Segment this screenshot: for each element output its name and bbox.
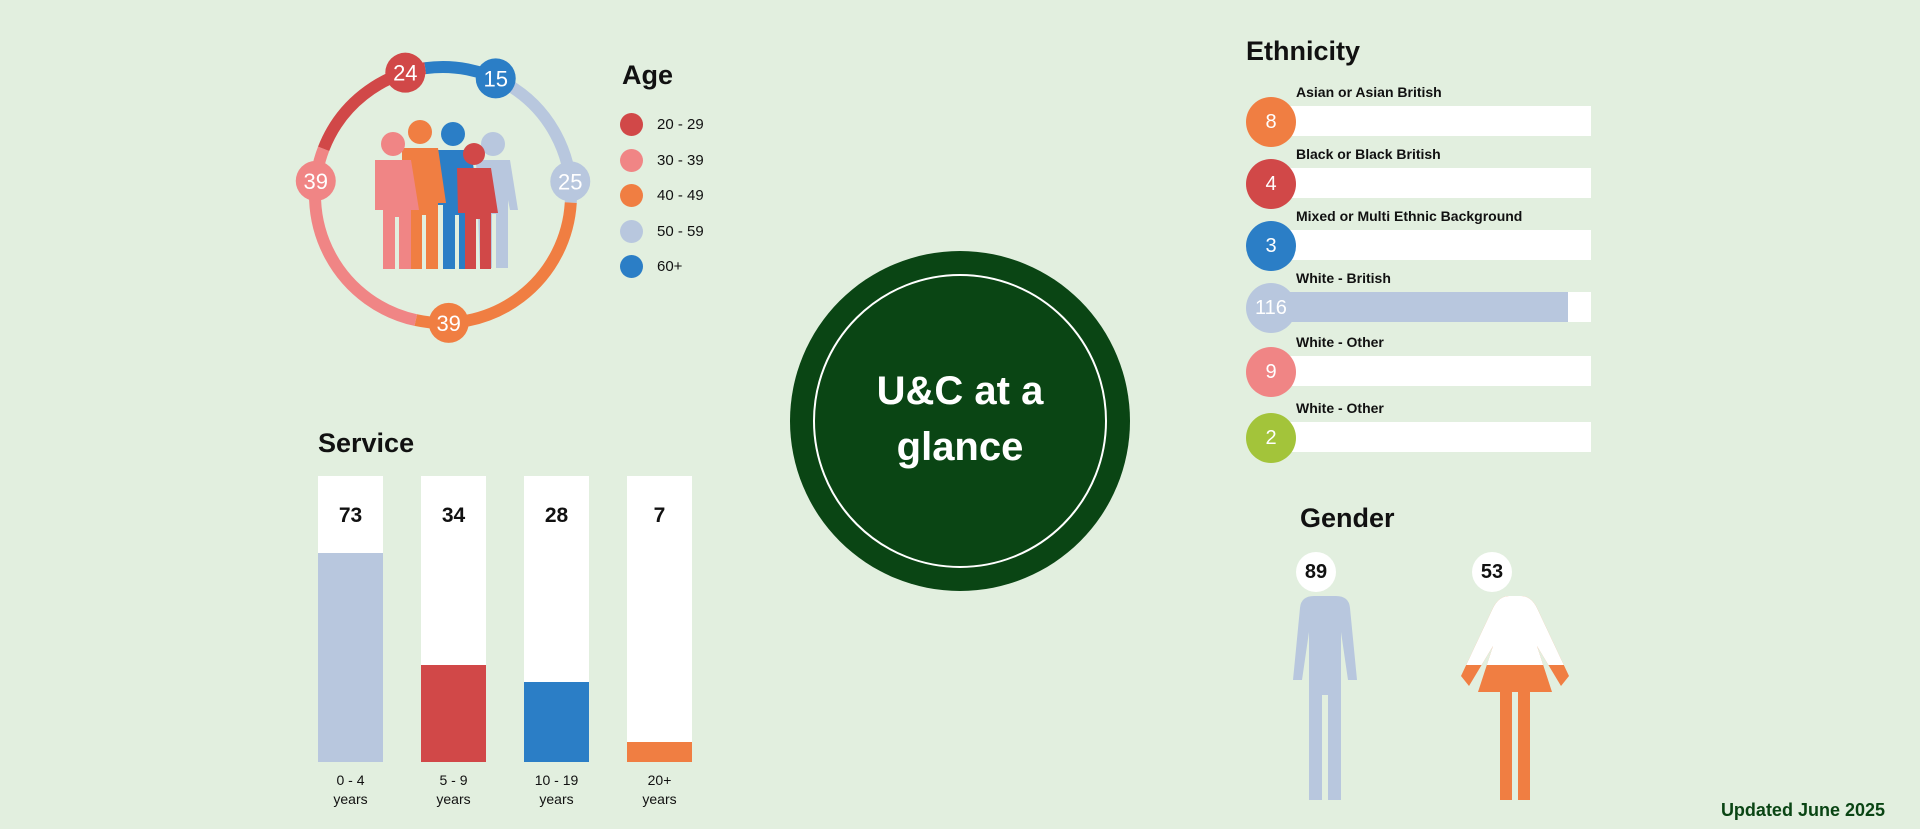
service-label-line: years bbox=[436, 791, 471, 807]
age-value-badge: 25 bbox=[550, 161, 591, 202]
ethnicity-bar-track bbox=[1266, 230, 1591, 260]
service-bar-value: 34 bbox=[441, 504, 466, 527]
service-bar-fill bbox=[421, 664, 486, 762]
ethnicity-label: Mixed or Multi Ethnic Background bbox=[1296, 208, 1523, 224]
center-title-line2: glance bbox=[896, 425, 1024, 469]
ethnicity-row: 9 White - Other bbox=[1246, 334, 1591, 397]
service-label-line: 5 - 9 bbox=[439, 772, 468, 788]
service-label-line: 20+ bbox=[647, 772, 672, 788]
people-group-icon bbox=[375, 120, 518, 269]
service-bar-fill bbox=[524, 681, 589, 762]
age-legend-label: 30 - 39 bbox=[657, 151, 704, 169]
service-bar-label: 10 - 19 years bbox=[514, 771, 599, 809]
svg-text:39: 39 bbox=[304, 169, 328, 194]
ethnicity-value-badge: 4 bbox=[1246, 159, 1296, 209]
ethnicity-label: White - Other bbox=[1296, 334, 1384, 350]
service-bar-value: 73 bbox=[338, 504, 363, 527]
age-value-badges: 15 25 39 39 24 bbox=[295, 52, 591, 343]
service-bar-label: 20+ years bbox=[617, 771, 702, 809]
service-label-line: years bbox=[539, 791, 574, 807]
service-bar-value: 28 bbox=[544, 504, 569, 527]
ethnicity-row: 4 Black or Black British bbox=[1246, 146, 1591, 209]
center-badge-ring bbox=[813, 274, 1107, 568]
updated-date: Updated June 2025 bbox=[1720, 800, 1885, 820]
svg-text:15: 15 bbox=[483, 66, 507, 91]
center-title-line1: U&C at a bbox=[876, 369, 1044, 413]
age-legend-label: 60+ bbox=[657, 258, 683, 275]
age-legend-label: 20 - 29 bbox=[657, 116, 704, 133]
gender-title: Gender bbox=[1300, 503, 1395, 533]
age-legend-item: 40 - 49 bbox=[620, 184, 704, 207]
ethnicity-value-badge: 116 bbox=[1246, 283, 1296, 333]
service-bar-fill bbox=[627, 741, 692, 762]
svg-text:39: 39 bbox=[436, 311, 460, 336]
center-title: U&C at a glance bbox=[790, 363, 1130, 475]
ethnicity-label: White - Other bbox=[1296, 400, 1384, 416]
ethnicity-bar-track bbox=[1266, 422, 1591, 452]
ethnicity-bar-track bbox=[1266, 168, 1591, 198]
service-label-line: 0 - 4 bbox=[336, 772, 365, 788]
age-value-badge: 39 bbox=[295, 160, 336, 201]
age-legend-label: 40 - 49 bbox=[657, 187, 704, 204]
ethnicity-title: Ethnicity bbox=[1246, 36, 1361, 66]
age-legend-item: 50 - 59 bbox=[620, 219, 704, 243]
ethnicity-label: Asian or Asian British bbox=[1296, 84, 1442, 100]
age-segment-40-49 bbox=[414, 202, 577, 329]
service-bar-label: 0 - 4 years bbox=[308, 771, 393, 809]
age-value-badge: 39 bbox=[428, 302, 469, 343]
age-legend-item: 20 - 29 bbox=[620, 113, 704, 136]
ethnicity-value-badge: 2 bbox=[1246, 413, 1296, 463]
age-title: Age bbox=[622, 60, 674, 90]
ethnicity-row: 116 White - British bbox=[1246, 270, 1591, 333]
service-bar-track bbox=[627, 476, 692, 762]
gender-male-value: 89 bbox=[1296, 552, 1336, 592]
service-label-line: 10 - 19 bbox=[534, 772, 579, 788]
ethnicity-value-badge: 9 bbox=[1246, 347, 1296, 397]
gender-female-value: 53 bbox=[1472, 552, 1512, 592]
center-badge: U&C at a glance bbox=[790, 251, 1130, 591]
service-bar-fill bbox=[318, 553, 383, 762]
age-legend-item: 30 - 39 bbox=[620, 148, 704, 172]
age-value-badge: 24 bbox=[385, 52, 426, 93]
legend-swatch bbox=[620, 219, 643, 243]
ethnicity-value-badge: 3 bbox=[1246, 221, 1296, 271]
age-legend-item: 60+ bbox=[620, 255, 682, 278]
ethnicity-label: White - British bbox=[1296, 270, 1391, 286]
legend-swatch bbox=[620, 148, 643, 172]
age-legend-label: 50 - 59 bbox=[657, 222, 704, 240]
ethnicity-label: Black or Black British bbox=[1296, 146, 1441, 162]
service-title: Service bbox=[318, 428, 415, 458]
service-label-line: years bbox=[642, 791, 677, 807]
ethnicity-value-badge: 8 bbox=[1246, 97, 1296, 147]
legend-swatch bbox=[620, 113, 643, 136]
ethnicity-bar-track bbox=[1266, 356, 1591, 386]
service-label-line: years bbox=[333, 791, 368, 807]
ethnicity-row: 2 White - Other bbox=[1246, 400, 1591, 463]
legend-swatch bbox=[620, 184, 643, 207]
age-value-badge: 15 bbox=[475, 58, 516, 99]
ethnicity-row: 3 Mixed or Multi Ethnic Background bbox=[1246, 208, 1591, 271]
svg-text:25: 25 bbox=[558, 169, 582, 194]
ethnicity-bar-track bbox=[1266, 106, 1591, 136]
service-bar-value: 7 bbox=[653, 504, 666, 527]
service-bar-label: 5 - 9 years bbox=[411, 771, 496, 809]
ethnicity-row: 8 Asian or Asian British bbox=[1246, 84, 1591, 147]
svg-text:24: 24 bbox=[393, 61, 417, 86]
ethnicity-bar-fill bbox=[1266, 292, 1568, 322]
legend-swatch bbox=[620, 255, 643, 278]
